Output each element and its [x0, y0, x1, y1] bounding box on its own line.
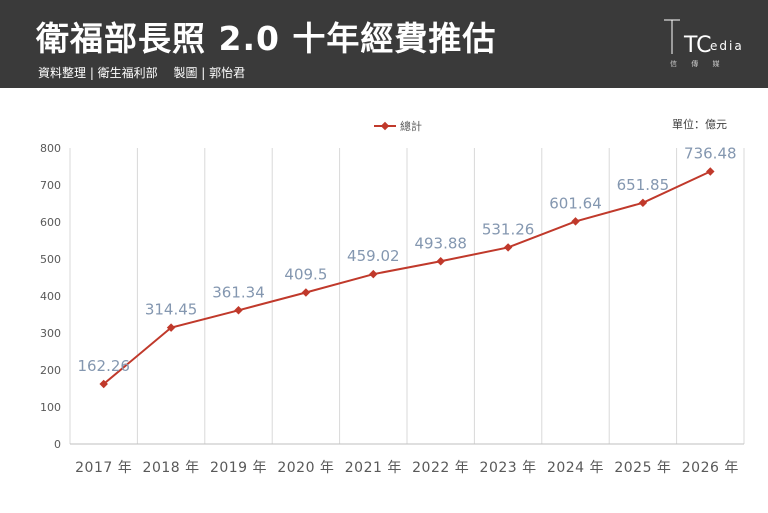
- data-point: [503, 243, 513, 252]
- x-tick-label: 2019 年: [210, 460, 267, 476]
- x-tick-label: 2021 年: [345, 460, 402, 476]
- x-tick-label: 2018 年: [143, 460, 200, 476]
- logo-word: edia: [710, 39, 744, 53]
- page-title: 衛福部長照 2.0 十年經費推估: [36, 19, 497, 58]
- data-point: [166, 323, 176, 332]
- y-tick-label: 800: [40, 142, 61, 155]
- x-tick-label: 2017 年: [75, 460, 132, 476]
- x-tick-label: 2025 年: [614, 460, 671, 476]
- data-label: 651.85: [617, 176, 670, 194]
- data-label: 314.45: [145, 301, 198, 319]
- data-point: [99, 379, 108, 389]
- media-logo: TC edia 信 傳 媒: [664, 19, 744, 68]
- y-tick-label: 0: [54, 438, 61, 451]
- data-label: 601.64: [549, 194, 602, 212]
- legend-label: 總計: [400, 120, 422, 133]
- y-tick-label: 300: [40, 327, 61, 340]
- data-label: 409.5: [284, 265, 327, 283]
- data-point: [301, 288, 311, 297]
- x-tick-label: 2022 年: [412, 460, 469, 476]
- x-tick-label: 2023 年: [480, 460, 537, 476]
- data-point: [436, 257, 445, 266]
- y-tick-label: 700: [40, 179, 61, 192]
- legend-line-marker-icon: [374, 121, 396, 131]
- y-tick-label: 400: [40, 290, 61, 303]
- x-tick-label: 2024 年: [547, 460, 604, 476]
- page-subtitle: 資料整理 | 衛生福利部 製圖 | 郭怡君: [38, 66, 246, 80]
- data-label: 361.34: [212, 283, 265, 301]
- x-tick-label: 2020 年: [277, 460, 334, 476]
- data-label: 493.88: [414, 234, 467, 252]
- series-line: [103, 170, 711, 385]
- data-point: [571, 217, 580, 226]
- data-label: 736.48: [684, 145, 737, 163]
- logo-initials: TC: [683, 33, 712, 58]
- chart-legend: 總計: [374, 118, 422, 134]
- data-label: 459.02: [347, 247, 400, 265]
- y-tick-label: 600: [40, 216, 61, 229]
- data-label: 162.26: [77, 357, 130, 375]
- data-point: [369, 269, 378, 279]
- y-tick-label: 500: [40, 253, 61, 266]
- data-point: [638, 198, 648, 208]
- y-tick-label: 200: [40, 364, 61, 377]
- data-point: [706, 167, 715, 176]
- header-banner: 衛福部長照 2.0 十年經費推估 資料整理 | 衛生福利部 製圖 | 郭怡君 T…: [0, 0, 768, 88]
- data-label: 531.26: [482, 220, 535, 238]
- data-point: [234, 306, 243, 315]
- unit-label: 單位：億元: [672, 118, 727, 131]
- x-tick-label: 2026 年: [682, 460, 739, 476]
- y-tick-label: 100: [40, 401, 61, 414]
- logo-caption: 信 傳 媒: [670, 59, 725, 68]
